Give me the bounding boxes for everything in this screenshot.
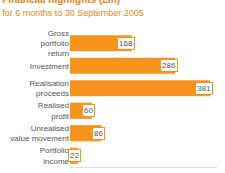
svg-text:60: 60 — [84, 106, 93, 115]
svg-text:286: 286 — [162, 61, 176, 70]
svg-text:Realisationproceeds: Realisationproceeds — [29, 79, 69, 98]
svg-text:Portfolioincome: Portfolioincome — [40, 146, 70, 165]
svg-text:86: 86 — [94, 129, 103, 138]
svg-text:381: 381 — [197, 84, 211, 93]
svg-text:Financial highlights (£m)for 6: Financial highlights (£m)for 6 months to… — [2, 0, 144, 18]
svg-text:168: 168 — [119, 39, 133, 48]
svg-text:Investment: Investment — [30, 62, 70, 71]
svg-text:Realisedprofit: Realisedprofit — [38, 101, 70, 120]
svg-text:22: 22 — [70, 151, 79, 160]
svg-text:Unrealisedvalue movement: Unrealisedvalue movement — [10, 124, 69, 143]
svg-text:Grossportfolioreturn: Grossportfolioreturn — [41, 29, 70, 59]
